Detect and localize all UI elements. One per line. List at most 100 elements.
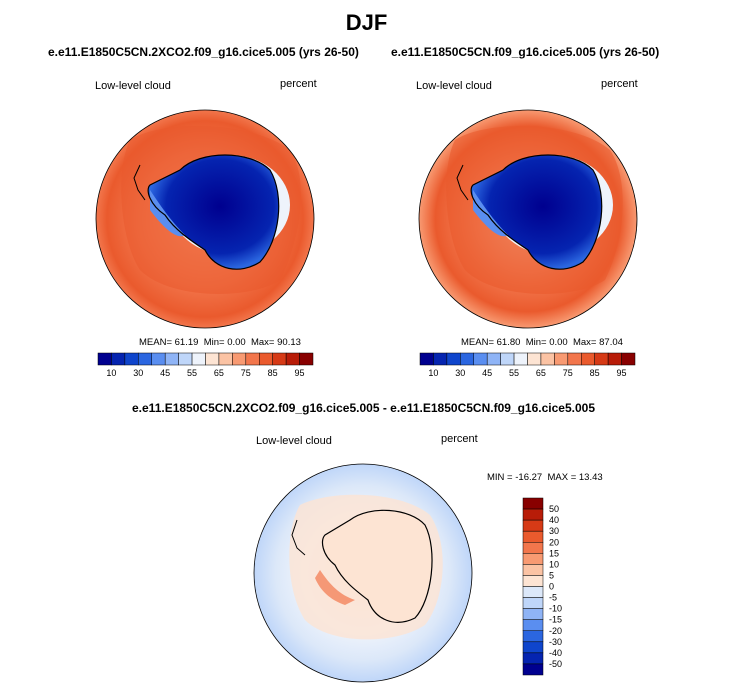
panel1-min-value: 0.00 <box>227 337 246 348</box>
diff-colorbar-tick-label: 10 <box>549 559 559 569</box>
panel1-colorbar-swatch <box>111 352 126 366</box>
diff-colorbar-swatch <box>522 508 544 521</box>
diff-colorbar-tick-label: -20 <box>549 626 562 636</box>
panel1-colorbar-swatch <box>191 352 206 366</box>
diff-colorbar-tick-label: 50 <box>549 504 559 514</box>
diff-colorbar-swatch <box>522 641 544 654</box>
panel1-case-title: e.e11.E1850C5CN.2XCO2.f09_g16.cice5.005 … <box>48 45 359 59</box>
diff-colorbar-swatch <box>522 530 544 543</box>
panel2-units-label: percent <box>601 78 638 90</box>
panel1-colorbar-swatch <box>245 352 260 366</box>
diff-units-label: percent <box>441 433 478 445</box>
diff-colorbar-tick-label: -10 <box>549 604 562 614</box>
panel1-units-label: percent <box>280 78 317 90</box>
panel2-colorbar-tick-label: 30 <box>455 368 465 378</box>
panel1-colorbar-swatch <box>124 352 139 366</box>
panel2-max-label: Max= <box>572 337 597 348</box>
diff-min-value: -16.27 <box>515 472 543 483</box>
panel1-max-value: 90.13 <box>277 337 301 348</box>
panel1-stats: MEAN= 61.19 Min= 0.00 Max= 90.13 <box>139 337 301 348</box>
panel1-colorbar-tick-label: 85 <box>268 368 278 378</box>
panel2-colorbar-swatch <box>540 352 555 366</box>
diff-colorbar-tick-label: 0 <box>549 582 554 592</box>
diff-colorbar-tick-label: -30 <box>549 637 562 647</box>
diff-colorbar-tick-label: 30 <box>549 526 559 536</box>
diff-colorbar-swatch <box>522 663 544 676</box>
panel1-mean-value: 61.19 <box>174 337 199 348</box>
panel1-colorbar-swatch <box>272 352 287 366</box>
panel2-colorbar-swatch <box>527 352 542 366</box>
panel1-colorbar-tick-label: 65 <box>214 368 224 378</box>
panel1-colorbar-swatch <box>164 352 179 366</box>
panel2-field-label: Low-level cloud <box>416 80 492 92</box>
panel2-mean-label: MEAN= <box>461 337 494 348</box>
diff-colorbar-tick-label: 40 <box>549 515 559 525</box>
panel1-colorbar-swatch <box>259 352 273 366</box>
diff-colorbar-swatch <box>522 553 544 565</box>
diff-colorbar-swatch <box>522 497 544 510</box>
panel2-colorbar-tick-label: 55 <box>509 368 519 378</box>
panel2-colorbar-tick-label: 95 <box>617 368 627 378</box>
panel1-colorbar-swatch <box>285 352 300 366</box>
panel2-colorbar-swatch <box>513 352 528 366</box>
panel2-colorbar-swatch <box>500 352 515 366</box>
diff-colorbar-swatch <box>522 542 544 554</box>
panel2-max-value: 87.04 <box>599 337 623 348</box>
panel1-colorbar-tick-label: 30 <box>133 368 143 378</box>
diff-colorbar-swatch <box>522 597 544 609</box>
panel2-stats: MEAN= 61.80 Min= 0.00 Max= 87.04 <box>461 337 623 348</box>
panel1-colorbar-tick-label: 55 <box>187 368 197 378</box>
panel1-field-label: Low-level cloud <box>95 80 171 92</box>
diff-colorbar-tick-label: -50 <box>549 659 562 669</box>
diff-min-label: MIN = <box>487 472 513 483</box>
diff-colorbar-swatch <box>522 586 544 598</box>
panel1-colorbar-tick-label: 45 <box>160 368 170 378</box>
panel1-colorbar-swatch <box>97 352 112 366</box>
diff-case-title: e.e11.E1850C5CN.2XCO2.f09_g16.cice5.005 … <box>132 401 595 415</box>
panel2-mean-value: 61.80 <box>496 337 521 348</box>
diff-colorbar-swatch <box>522 575 544 587</box>
diff-colorbar-swatch <box>522 608 544 620</box>
panel2-colorbar-swatch <box>486 352 501 366</box>
panel2-colorbar-tick-label: 10 <box>428 368 438 378</box>
panel1-colorbar-swatch <box>138 352 152 366</box>
panel1-colorbar-swatch <box>232 352 247 366</box>
panel1-colorbar-swatch <box>151 352 166 366</box>
panel1-max-label: Max= <box>250 337 275 348</box>
diff-max-value: 13.43 <box>578 472 603 483</box>
panel1-colorbar-tick-label: 95 <box>295 368 305 378</box>
diff-max-label: MAX = <box>547 472 577 483</box>
panel2-map <box>419 110 637 328</box>
diff-colorbar-tick-label: -15 <box>549 615 562 625</box>
diff-colorbar-swatch <box>522 652 544 665</box>
panel1-min-label: Min= <box>203 337 225 348</box>
diff-colorbar-tick-label: 20 <box>549 537 559 547</box>
panel2-colorbar-tick-label: 75 <box>563 368 573 378</box>
panel1-colorbar-swatch <box>218 352 233 366</box>
diff-colorbar-tick-label: -5 <box>549 593 557 603</box>
diff-field-label: Low-level cloud <box>256 435 332 447</box>
panel2-colorbar-swatch <box>473 352 488 366</box>
panel1-colorbar: 10 30 45 55 65 75 85 95 <box>97 352 314 378</box>
panel2-min-label: Min= <box>525 337 547 348</box>
diff-map <box>254 464 472 682</box>
panel2-colorbar-swatch <box>554 352 569 366</box>
panel1-map <box>96 110 314 328</box>
diff-stats: MIN = -16.27 MAX = 13.43 <box>487 472 603 483</box>
diff-colorbar-tick-label: -40 <box>549 648 562 658</box>
panel2-colorbar-swatch <box>594 352 609 366</box>
diff-colorbar-swatch <box>522 564 544 576</box>
panel2-colorbar: 10 30 45 55 65 75 85 95 <box>419 352 636 378</box>
panel1-colorbar-tick-label: 75 <box>241 368 251 378</box>
panel2-colorbar-tick-label: 45 <box>482 368 492 378</box>
panel2-colorbar-tick-label: 85 <box>590 368 600 378</box>
panel2-colorbar-swatch <box>433 352 448 366</box>
panel2-colorbar-swatch <box>419 352 434 366</box>
page-title: DJF <box>345 10 388 35</box>
panel2-min-value: 0.00 <box>549 337 568 348</box>
panel2-colorbar-swatch <box>460 352 474 366</box>
panel1-colorbar-swatch <box>205 352 220 366</box>
panel2-colorbar-swatch <box>446 352 461 366</box>
